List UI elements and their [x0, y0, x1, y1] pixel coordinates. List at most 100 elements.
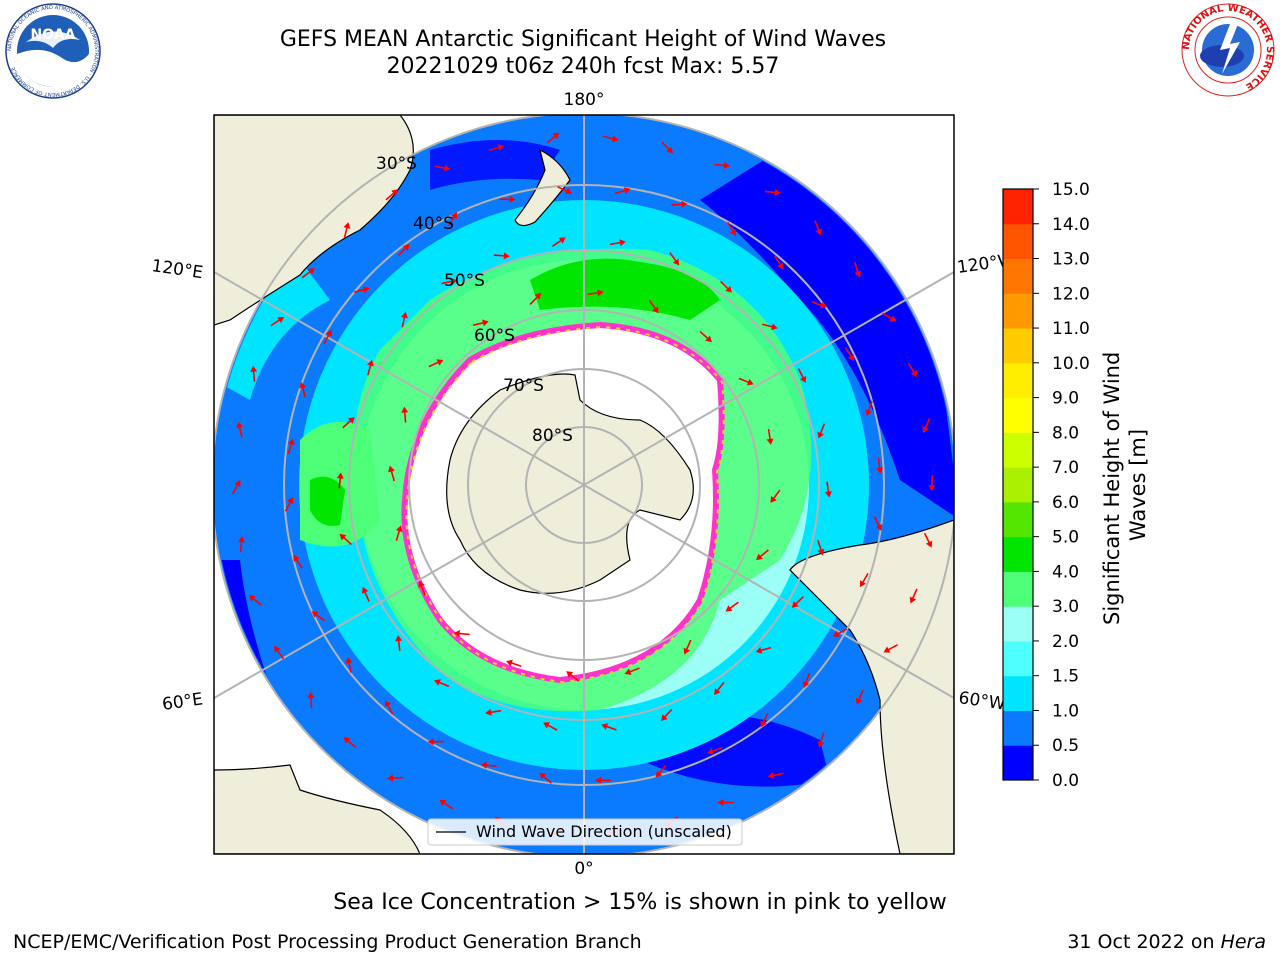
sea-ice-note: Sea Ice Concentration > 15% is shown in … — [333, 890, 947, 915]
antarctica-land — [446, 373, 694, 594]
svg-text:NOAA: NOAA — [31, 27, 76, 43]
wind-arrows — [231, 132, 936, 837]
wind-arrow — [236, 421, 243, 438]
wind-arrow — [859, 572, 869, 588]
wind-arrow — [602, 135, 619, 143]
wind-arrow — [546, 132, 560, 144]
colorbar-swatch — [1003, 223, 1033, 260]
wind-arrow — [395, 635, 403, 652]
wind-arrow — [343, 222, 351, 238]
wind-arrow — [231, 479, 241, 495]
wind-arrow — [760, 712, 769, 728]
map-area: 30°S 40°S 50°S 60°S 70°S 80°S Wind Wave … — [214, 115, 954, 854]
wind-arrow — [551, 237, 566, 247]
wind-arrow — [428, 359, 444, 368]
lat-label-60s: 60°S — [474, 326, 515, 346]
wind-arrow — [384, 700, 394, 715]
wind-arrow — [587, 289, 604, 297]
colorbar-swatch — [1003, 675, 1033, 711]
wind-arrow — [284, 497, 294, 512]
wind-arrow — [923, 532, 933, 548]
colorbar-swatch — [1003, 501, 1033, 538]
wind-arrow — [909, 588, 918, 604]
colorbar-tick-label: 0.0 — [1052, 771, 1079, 791]
wind-arrow — [882, 312, 897, 322]
wind-arrow — [707, 746, 723, 755]
wind-arrow — [725, 601, 739, 612]
wind-arrow — [817, 539, 825, 556]
wind-arrow — [922, 418, 931, 434]
colorbar-label: Significant Height of Wind Waves [m] — [1100, 345, 1150, 625]
wind-arrow — [543, 722, 558, 731]
wind-arrow — [441, 278, 458, 285]
wind-arrow — [883, 644, 898, 653]
wind-arrow — [539, 772, 552, 784]
lon-label-120e: 120°E — [150, 256, 204, 283]
lat-label-30s: 30°S — [376, 154, 417, 174]
wind-arrow — [764, 188, 781, 196]
wind-arrow — [336, 472, 344, 489]
wind-arrow — [345, 657, 353, 673]
wind-arrow — [250, 365, 258, 382]
wind-arrow — [756, 549, 769, 561]
wind-arrow — [853, 262, 862, 278]
legend: Wind Wave Direction (unscaled) — [427, 818, 743, 846]
colorbar-tick-label: 3.0 — [1052, 597, 1079, 617]
wind-arrow — [844, 347, 854, 361]
wind-arrow — [248, 595, 262, 606]
wind-arrow — [814, 220, 822, 236]
wind-arrow — [427, 738, 444, 746]
wind-arrow — [473, 319, 489, 327]
wind-arrow — [401, 406, 409, 423]
wind-arrow — [418, 580, 426, 596]
lat-label-40s: 40°S — [413, 214, 454, 234]
wind-arrow — [699, 330, 713, 343]
chart-subtitle: 20221029 t06z 240h fcst Max: 5.57 — [386, 54, 780, 79]
africa-land — [214, 764, 421, 854]
lat-label-70s: 70°S — [503, 376, 544, 396]
wind-arrow — [601, 723, 617, 731]
wind-arrow — [873, 516, 883, 531]
wind-arrow — [624, 667, 640, 675]
wind-arrow — [448, 212, 458, 227]
wind-arrow — [342, 417, 355, 429]
wind-arrow — [774, 255, 784, 270]
colorbar-tick-label: 15.0 — [1052, 180, 1090, 200]
colorbar-swatch — [1003, 432, 1033, 468]
wind-arrow — [307, 692, 315, 709]
colorbar-swatch — [1003, 328, 1033, 364]
colorbar-swatch — [1003, 189, 1033, 225]
colorbar-tick-label: 10.0 — [1052, 354, 1090, 374]
chart-title: GEFS MEAN Antarctic Significant Height o… — [279, 27, 887, 52]
footer-credit: NCEP/EMC/Verification Post Processing Pr… — [13, 931, 642, 953]
wind-arrow — [439, 799, 454, 810]
colorbar-tick-label: 4.0 — [1052, 562, 1079, 582]
wind-arrow — [293, 554, 303, 569]
wind-arrow — [529, 292, 542, 305]
colorbar-swatch — [1003, 467, 1033, 503]
wind-arrow — [876, 457, 884, 474]
wind-arrow — [395, 525, 403, 541]
colorbar-swatch — [1003, 293, 1033, 329]
wind-arrow — [270, 316, 285, 327]
wind-arrow — [397, 244, 410, 257]
wind-arrow — [755, 646, 772, 654]
footer-machine: Hera — [1220, 931, 1266, 953]
wind-arrow — [401, 311, 408, 328]
colorbar-swatch — [1003, 258, 1033, 294]
wind-arrow — [499, 195, 516, 203]
wind-arrow — [595, 776, 612, 784]
map-frame — [213, 114, 955, 855]
colorbar-tick-label: 5.0 — [1052, 528, 1079, 548]
wind-arrow — [928, 475, 936, 492]
wind-arrow — [480, 761, 497, 769]
colorbar-frame — [1002, 188, 1034, 781]
lat-label-50s: 50°S — [444, 271, 485, 291]
legend-label: Wind Wave Direction (unscaled) — [476, 822, 732, 841]
colorbar-tick-label: 0.5 — [1052, 736, 1079, 756]
wind-arrow — [353, 286, 370, 294]
colorbar-tick-label: 7.0 — [1052, 458, 1079, 478]
wind-arrow — [855, 689, 864, 705]
wind-arrow — [614, 187, 631, 195]
longitude-gridlines — [214, 115, 954, 854]
